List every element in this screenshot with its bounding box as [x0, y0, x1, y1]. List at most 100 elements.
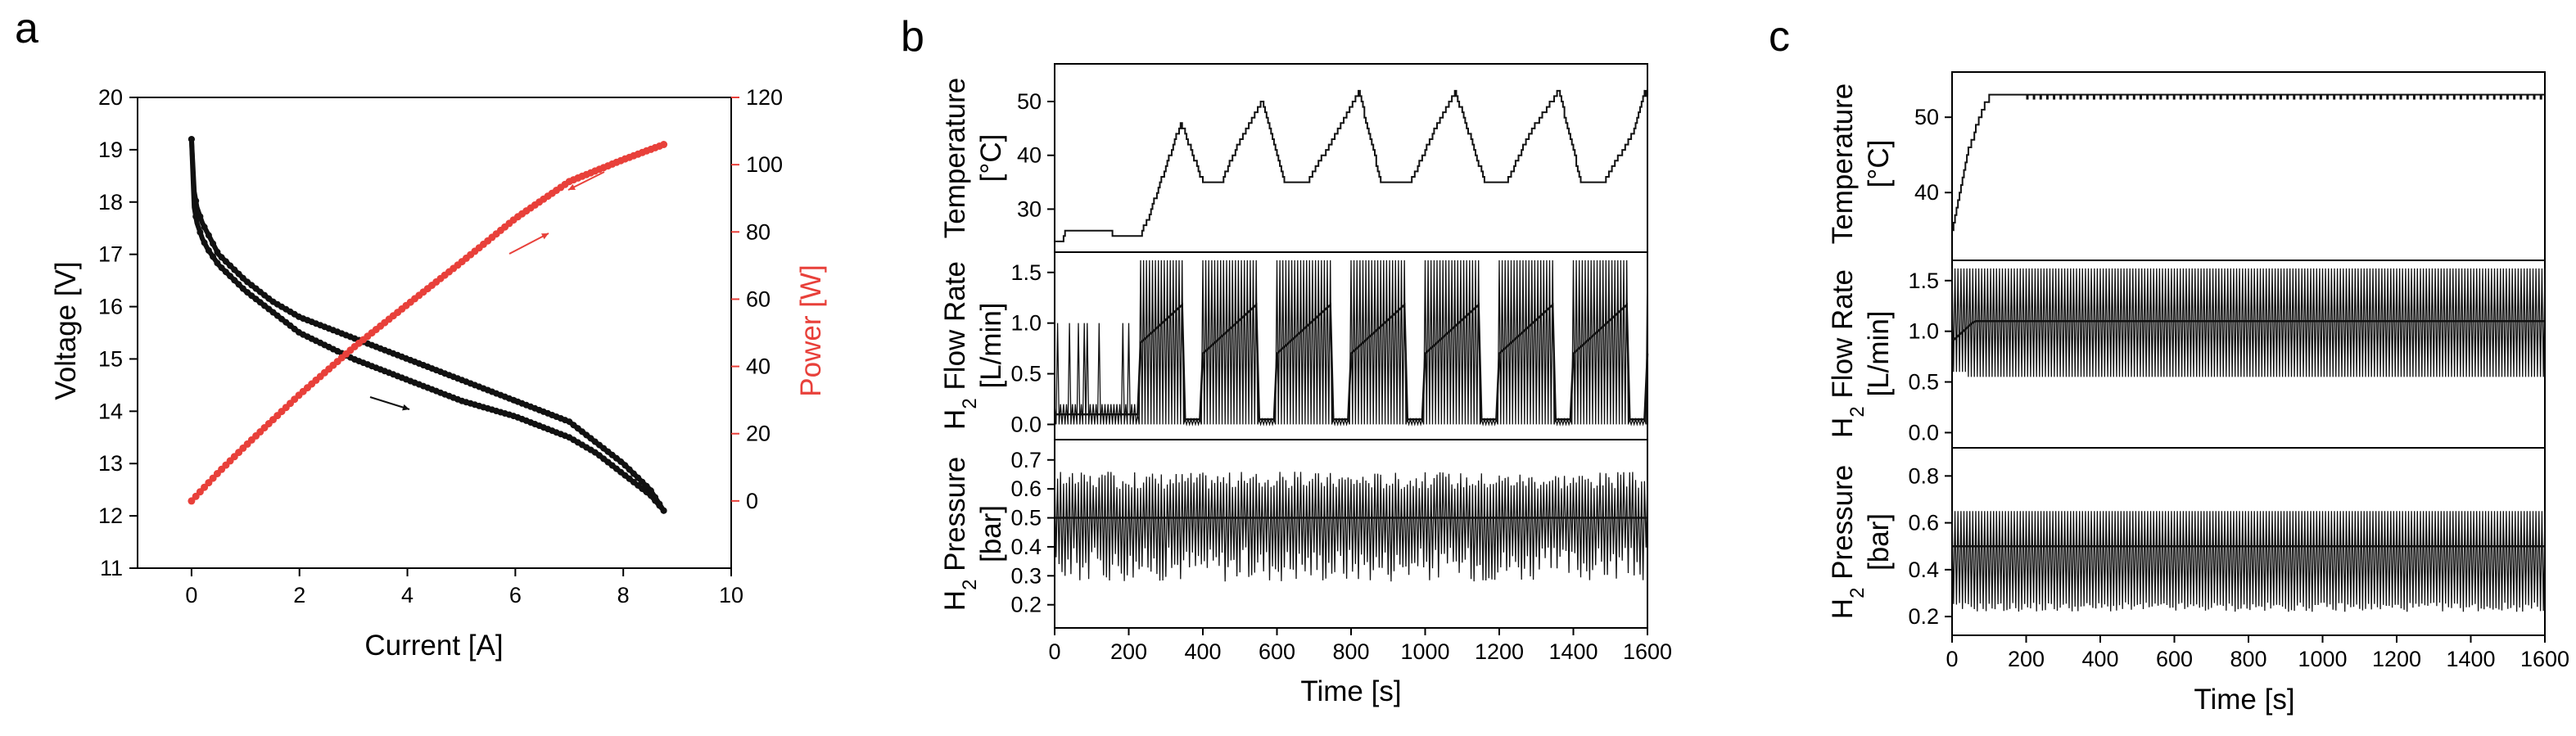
a-data-point	[239, 285, 246, 292]
c-temperature-jitter	[2446, 94, 2449, 100]
a-data-point	[626, 466, 633, 473]
c-temperature-jitter	[2026, 94, 2029, 100]
a-data-point	[647, 487, 654, 494]
c-temperature-line	[1952, 93, 2545, 232]
a-yl-tick-label: 17	[98, 242, 123, 267]
c-temperature-jitter	[2153, 94, 2156, 100]
b-subplot-frame-0	[1054, 63, 1648, 253]
a-data-point	[235, 281, 242, 288]
c-temperature-jitter	[2186, 94, 2189, 100]
plot-layer: 0 2 4 6 8 10111213141516171819200204060801001…	[98, 63, 2569, 671]
c-temperature-jitter	[2053, 94, 2056, 100]
a-data-point	[201, 239, 208, 246]
c-y-tick-label: 1.0	[1908, 319, 1939, 344]
a-x-tick-label: 0	[185, 583, 197, 607]
c-temperature-jitter	[2506, 94, 2509, 100]
c-temperature-jitter	[2339, 94, 2343, 100]
b-x-tick-label: 1000	[1400, 639, 1449, 664]
c-temperature-jitter	[2059, 94, 2063, 100]
c-temperature-jitter	[2219, 94, 2222, 100]
c-temperature-jitter	[2526, 94, 2529, 100]
c-temperature-jitter	[2366, 94, 2369, 100]
b-y-tick-label: 0.0	[1010, 412, 1042, 436]
c-temperature-jitter	[2212, 94, 2216, 100]
a-data-point	[227, 273, 234, 280]
a-data-point	[621, 462, 629, 469]
a-direction-arrow	[508, 233, 549, 255]
a-x-tick-label: 8	[617, 583, 630, 607]
c-y-tick-label: 0.8	[1908, 463, 1939, 488]
c-flow-line	[1951, 268, 2546, 377]
c-temperature-jitter	[2066, 94, 2069, 100]
c-temperature-jitter	[2159, 94, 2162, 100]
a-yl-tick-label: 16	[98, 295, 123, 319]
a-data-point	[231, 277, 238, 284]
a-data-point	[209, 474, 217, 482]
b-x-tick-label: 1400	[1548, 639, 1598, 664]
b-x-tick-label: 800	[1332, 639, 1369, 664]
c-temperature-jitter	[2373, 94, 2375, 100]
b-flow-line	[1054, 260, 1648, 427]
c-temperature-jitter	[2293, 94, 2296, 100]
c-temperature-jitter	[2272, 94, 2275, 100]
b-x-tick-label: 400	[1184, 639, 1221, 664]
c-x-tick-label: 1000	[2298, 647, 2347, 671]
b-flow-unit: [L/min]	[975, 302, 1007, 388]
c-temperature-jitter	[2346, 94, 2349, 100]
a-series-line	[188, 138, 667, 512]
c-temperature-jitter	[2086, 94, 2089, 100]
a-yl-tick-label: 18	[98, 190, 123, 214]
c-y-tick-label: 50	[1914, 105, 1939, 129]
c-temperature-jitter	[2533, 94, 2536, 100]
b-x-tick-label: 1600	[1623, 639, 1672, 664]
c-temperature-jitter	[2386, 94, 2389, 100]
a-x-tick-label: 4	[401, 583, 414, 607]
c-temperature-jitter	[2239, 94, 2243, 100]
c-temperature-jitter	[2312, 94, 2316, 100]
b-x-tick-label: 1200	[1475, 639, 1524, 664]
c-temperature-jitter	[2106, 94, 2109, 100]
a-yr-tick-label: 120	[746, 85, 783, 110]
c-temperature-jitter	[2479, 94, 2483, 100]
a-series-2	[188, 141, 668, 505]
c-flow-label: H2 Flow Rate	[1827, 269, 1869, 438]
c-temperature-jitter	[2206, 94, 2209, 100]
a-direction-arrowhead	[541, 233, 549, 240]
a-data-point	[197, 213, 204, 220]
c-temperature-jitter	[2193, 94, 2196, 100]
c-pressure-unit: [bar]	[1863, 513, 1895, 571]
c-temperature-jitter	[2266, 94, 2269, 100]
c-temperature-jitter	[2466, 94, 2470, 100]
b-y-tick-label: 0.6	[1010, 476, 1042, 501]
c-temperature-jitter	[2259, 94, 2262, 100]
b-y-tick-label: 0.7	[1010, 448, 1042, 472]
a-data-point	[239, 274, 246, 282]
c-temperature-jitter	[2406, 94, 2409, 100]
c-x-tick-label: 400	[2081, 647, 2118, 671]
c-temperature-jitter	[2246, 94, 2249, 100]
c-temperature-jitter	[2092, 94, 2095, 100]
a-direction-arrowhead	[568, 183, 576, 190]
c-temperature-jitter	[2179, 94, 2182, 100]
a-yl-tick-label: 20	[98, 85, 123, 110]
panel-label-a: a	[15, 5, 38, 52]
b-y-tick-label: 50	[1017, 89, 1042, 114]
c-temperature-jitter	[2032, 94, 2036, 100]
c-pressure-line	[1951, 511, 2546, 612]
c-subplot-frame-0	[1951, 71, 2546, 261]
a-data-point	[222, 269, 229, 276]
c-y-tick-label: 0.6	[1908, 511, 1939, 535]
c-temperature-jitter	[2352, 94, 2356, 100]
a-x-tick-label: 6	[509, 583, 522, 607]
c-y-tick-label: 40	[1914, 180, 1939, 205]
c-temperature-jitter	[2459, 94, 2462, 100]
a-yl-tick-label: 19	[98, 138, 123, 162]
a-data-point	[660, 141, 668, 148]
c-temperature-jitter	[2045, 94, 2049, 100]
b-subplot-frame-2	[1054, 439, 1648, 629]
a-y-right-axis-label: Power [W]	[795, 264, 827, 396]
b-y-tick-label: 0.5	[1010, 362, 1042, 386]
c-temperature-jitter	[2113, 94, 2116, 100]
b-pressure-label: H2 Pressure	[939, 457, 981, 611]
a-data-point	[214, 260, 221, 267]
